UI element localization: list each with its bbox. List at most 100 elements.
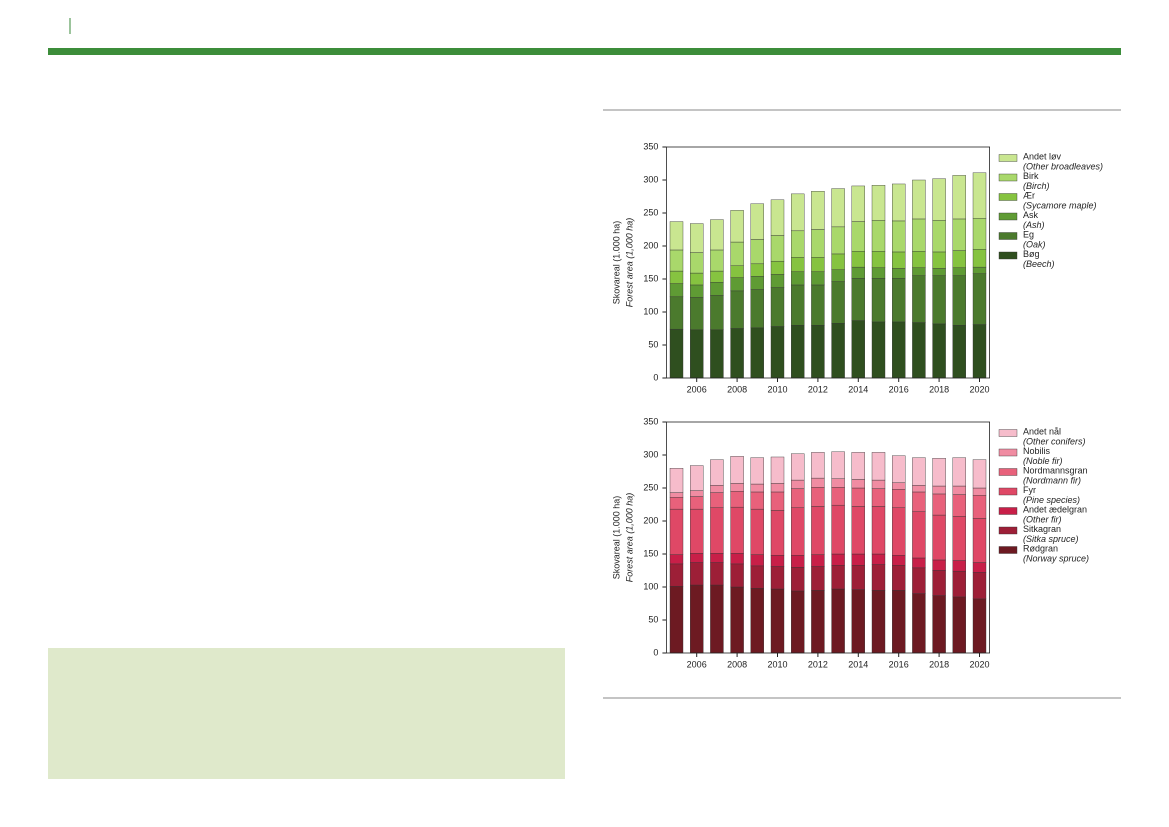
bar-segment bbox=[791, 257, 805, 272]
legend-label-en: (Other broadleaves) bbox=[1023, 161, 1103, 171]
legend-swatch bbox=[998, 546, 1018, 554]
y-tick-label: 50 bbox=[648, 614, 658, 624]
y-axis-label: Skovareal (1.000 ha) bbox=[611, 496, 621, 580]
x-tick-label: 2018 bbox=[929, 659, 949, 669]
x-tick-label: 2006 bbox=[687, 659, 707, 669]
bar-segment bbox=[690, 553, 704, 563]
bar-segment bbox=[811, 191, 825, 230]
bar-segment bbox=[750, 565, 764, 589]
bar-segment bbox=[770, 287, 785, 327]
bar-segment bbox=[770, 483, 785, 493]
bar-segment bbox=[871, 479, 886, 489]
bar-segment bbox=[932, 178, 946, 221]
bar-segment bbox=[851, 479, 865, 489]
bar-segment bbox=[831, 226, 845, 255]
bar-segment bbox=[952, 218, 966, 251]
bar-segment bbox=[952, 267, 966, 276]
bar-segment bbox=[892, 268, 906, 279]
bar-segment bbox=[730, 210, 744, 243]
x-tick-label: 2012 bbox=[808, 384, 828, 394]
bar-segment bbox=[972, 273, 987, 325]
bar-segment bbox=[750, 276, 764, 290]
bar-segment bbox=[770, 588, 785, 654]
x-tick-label: 2008 bbox=[727, 659, 747, 669]
bar-segment bbox=[710, 282, 724, 296]
legend-swatch bbox=[998, 212, 1018, 221]
y-tick-label: 350 bbox=[643, 416, 658, 426]
bar-segment bbox=[811, 487, 825, 507]
bar-segment bbox=[791, 230, 805, 258]
bar-segment bbox=[770, 566, 785, 590]
bar-segment bbox=[912, 567, 926, 594]
bar-segment bbox=[811, 257, 825, 272]
bar-segment bbox=[791, 507, 805, 556]
bar-segment bbox=[730, 290, 744, 329]
x-tick-label: 2016 bbox=[889, 659, 909, 669]
bar-segment bbox=[791, 590, 805, 654]
bar-segment bbox=[690, 490, 704, 497]
legend-swatch bbox=[998, 154, 1018, 162]
bar-segment bbox=[912, 491, 926, 512]
legend-swatch bbox=[998, 448, 1018, 457]
bar-segment bbox=[831, 588, 845, 654]
bar-segment bbox=[690, 297, 704, 331]
bar-segment bbox=[871, 564, 886, 591]
x-tick-label: 2014 bbox=[848, 659, 868, 669]
x-tick-label: 2020 bbox=[969, 384, 989, 394]
y-tick-label: 100 bbox=[643, 306, 658, 316]
bar-segment bbox=[770, 235, 785, 262]
bar-segment bbox=[811, 271, 825, 286]
x-tick-label: 2018 bbox=[929, 384, 949, 394]
legend-label: Andet løv bbox=[1023, 151, 1062, 161]
x-tick-label: 2006 bbox=[687, 384, 707, 394]
bar-segment bbox=[831, 188, 845, 228]
y-tick-label: 250 bbox=[643, 207, 658, 217]
bar-segment bbox=[912, 179, 926, 220]
bar-segment bbox=[851, 251, 865, 268]
legend-label: Eg bbox=[1023, 229, 1034, 239]
bar-segment bbox=[831, 487, 845, 506]
bar-segment bbox=[710, 507, 724, 554]
bar-segment bbox=[730, 483, 744, 492]
bar-segment bbox=[811, 506, 825, 555]
bar-segment bbox=[770, 555, 785, 567]
bar-segment bbox=[750, 588, 764, 654]
bar-segment bbox=[811, 566, 825, 591]
bar-segment bbox=[791, 193, 805, 232]
bar-segment bbox=[710, 562, 724, 586]
legend-label: Birk bbox=[1023, 171, 1039, 181]
bar-segment bbox=[952, 275, 966, 326]
y-tick-label: 0 bbox=[653, 372, 658, 382]
bar-segment bbox=[710, 584, 724, 654]
bar-segment bbox=[811, 284, 825, 326]
bar-segment bbox=[932, 485, 946, 495]
bar-segment bbox=[831, 504, 845, 555]
legend-swatch bbox=[998, 232, 1018, 240]
bar-segment bbox=[952, 175, 966, 220]
bar-segment bbox=[952, 596, 966, 654]
x-tick-label: 2014 bbox=[848, 384, 868, 394]
bar-segment bbox=[831, 565, 845, 590]
bar-segment bbox=[871, 452, 886, 481]
bar-segment bbox=[972, 266, 987, 274]
bar-segment bbox=[932, 493, 946, 516]
bar-segment bbox=[972, 487, 987, 496]
x-tick-label: 2010 bbox=[767, 659, 787, 669]
bar-segment bbox=[851, 487, 865, 507]
bar-segment bbox=[730, 491, 744, 508]
x-tick-label: 2012 bbox=[808, 659, 828, 669]
bar-segment bbox=[730, 277, 744, 292]
bar-segment bbox=[952, 494, 966, 517]
bar-segment bbox=[892, 251, 906, 269]
legend-label-en: (Ash) bbox=[1023, 220, 1045, 230]
bar-segment bbox=[871, 220, 886, 252]
plot-frame bbox=[666, 146, 991, 379]
bar-segment bbox=[669, 497, 684, 510]
y-axis-label: Forest area (1,000 ha) bbox=[624, 218, 634, 308]
bar-segment bbox=[791, 453, 805, 481]
bar-segment bbox=[912, 485, 926, 493]
bar-segment bbox=[932, 323, 946, 379]
bar-segment bbox=[851, 589, 865, 654]
bar-segment bbox=[811, 554, 825, 567]
bar-segment bbox=[690, 562, 704, 586]
